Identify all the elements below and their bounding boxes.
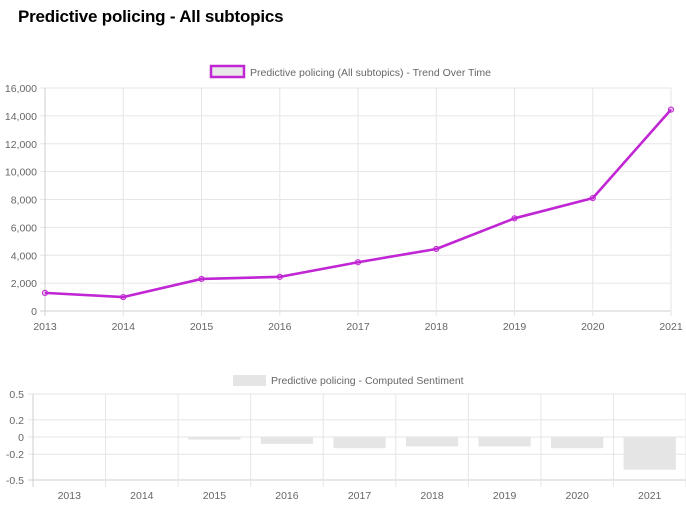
y-tick-label: 14,000 xyxy=(5,111,37,123)
bar-chart-grid xyxy=(28,393,686,487)
x-tick-label: 2017 xyxy=(346,321,370,333)
data-point[interactable] xyxy=(433,245,440,253)
line-chart-y-axis: 0 2,000 4,000 6,000 8,000 10,000 12,000 14,000 1… xyxy=(5,83,37,318)
data-point[interactable] xyxy=(198,275,205,283)
y-tick-label: 16,000 xyxy=(5,83,37,95)
x-tick-label: 2020 xyxy=(581,321,605,333)
sentiment-bar[interactable] xyxy=(478,437,531,447)
data-point[interactable] xyxy=(276,273,283,280)
bar-chart-legend[interactable]: Predictive policing - Computed Sentiment xyxy=(233,375,464,387)
sentiment-bar[interactable] xyxy=(260,437,314,444)
y-tick-label: 0.2 xyxy=(9,415,24,427)
data-point[interactable] xyxy=(511,215,518,222)
sentiment-bar[interactable] xyxy=(333,437,386,449)
x-tick-label: 2019 xyxy=(493,490,517,502)
x-tick-label: 2015 xyxy=(203,490,227,502)
y-tick-label: -0.2 xyxy=(6,449,24,461)
x-tick-label: 2016 xyxy=(275,490,299,502)
series-line xyxy=(44,108,672,299)
y-tick-label: -0.5 xyxy=(6,475,24,487)
x-tick-label: 2018 xyxy=(420,490,444,502)
series-points xyxy=(41,106,675,301)
bar-chart-bars xyxy=(188,437,676,470)
sentiment-bar[interactable] xyxy=(188,437,241,440)
x-tick-label: 2014 xyxy=(112,321,136,333)
trend-line-chart: Predictive policing (All subtopics) - Tr… xyxy=(5,64,683,333)
x-tick-label: 2014 xyxy=(130,490,154,502)
page-title: Predictive policing - All subtopics xyxy=(18,7,284,26)
data-point[interactable] xyxy=(589,195,596,202)
x-tick-label: 2016 xyxy=(268,321,292,333)
legend-swatch xyxy=(209,64,246,79)
data-point[interactable] xyxy=(41,289,49,296)
sentiment-bar[interactable] xyxy=(623,437,676,470)
y-tick-label: 8,000 xyxy=(11,195,37,207)
y-tick-label: 0.5 xyxy=(9,389,24,401)
data-point[interactable] xyxy=(667,106,675,113)
x-tick-label: 2017 xyxy=(348,490,372,502)
x-tick-label: 2021 xyxy=(659,321,683,333)
sentiment-bar[interactable] xyxy=(405,437,459,447)
line-chart-x-axis: 2013 2014 2015 2016 2017 2018 2019 2020 2021 xyxy=(33,321,683,333)
line-chart-legend[interactable]: Predictive policing (All subtopics) - Tr… xyxy=(209,64,491,79)
data-point[interactable] xyxy=(354,259,362,266)
y-tick-label: 0 xyxy=(18,432,24,444)
x-tick-label: 2019 xyxy=(503,321,527,333)
bar-chart-x-axis: 2013 2014 2015 2016 2017 2018 2019 2020 2021 xyxy=(58,490,662,502)
y-tick-label: 2,000 xyxy=(11,278,37,290)
bar-chart-y-axis: 0.5 0.2 0 -0.2 -0.5 xyxy=(6,389,24,487)
y-tick-label: 6,000 xyxy=(11,222,37,234)
legend-label: Predictive policing - Computed Sentiment xyxy=(271,375,464,387)
legend-swatch xyxy=(233,375,266,386)
y-tick-label: 0 xyxy=(31,306,37,318)
y-tick-label: 10,000 xyxy=(5,167,37,179)
x-tick-label: 2020 xyxy=(565,490,589,502)
x-tick-label: 2013 xyxy=(33,321,57,333)
x-tick-label: 2018 xyxy=(425,321,449,333)
data-point[interactable] xyxy=(120,293,127,301)
legend-label: Predictive policing (All subtopics) - Tr… xyxy=(250,67,491,79)
y-tick-label: 12,000 xyxy=(5,139,37,151)
x-tick-label: 2013 xyxy=(58,490,82,502)
sentiment-bar[interactable] xyxy=(551,437,604,449)
x-tick-label: 2015 xyxy=(190,321,214,333)
x-tick-label: 2021 xyxy=(638,490,662,502)
y-tick-label: 4,000 xyxy=(11,250,37,262)
